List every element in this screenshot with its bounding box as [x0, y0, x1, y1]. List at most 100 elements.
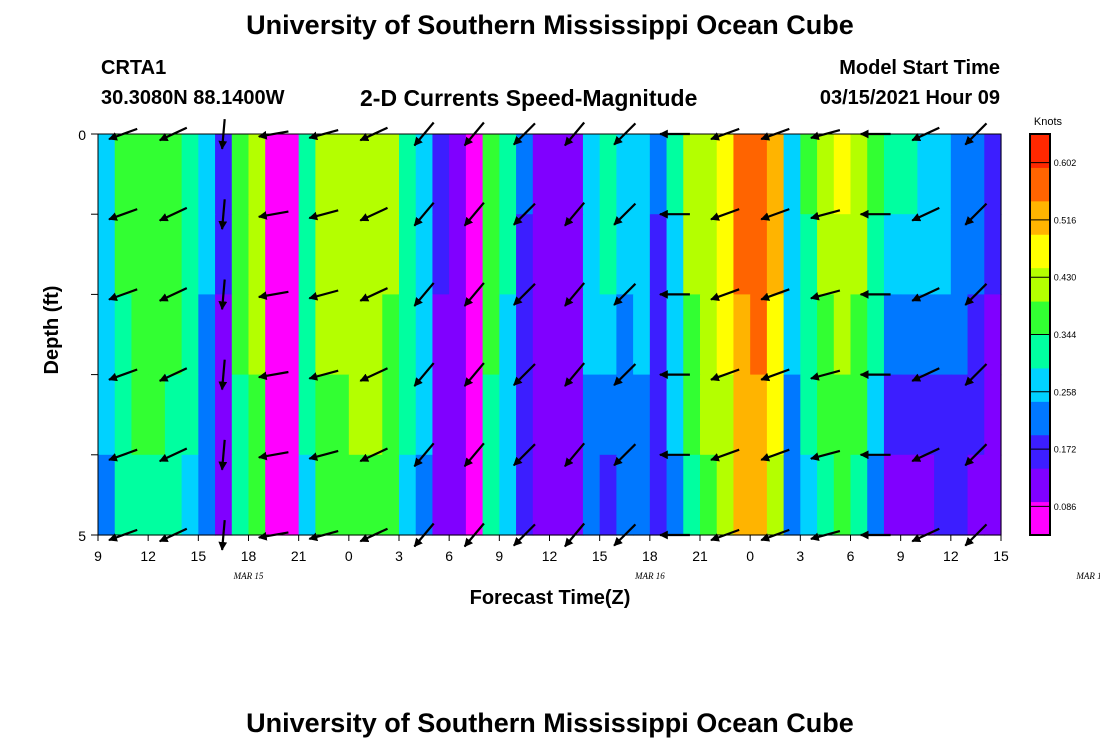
heatmap-cell [733, 214, 751, 295]
current-arrow [308, 289, 339, 301]
heatmap-cell [800, 374, 818, 456]
model-start-value: 03/15/2021 Hour 09 [819, 87, 1000, 109]
heatmap-cell [516, 134, 534, 215]
heatmap-cell [883, 374, 902, 456]
heatmap-cell [298, 214, 316, 295]
heatmap-cell [198, 294, 216, 376]
heatmap-cell [114, 214, 133, 295]
heatmap-cell [582, 454, 601, 536]
heatmap-cell [833, 214, 852, 295]
heatmap-cell [766, 214, 785, 295]
heatmap-cell [98, 374, 116, 456]
current-arrow [257, 370, 289, 381]
heatmap-cell [164, 214, 183, 295]
heatmap-cell [215, 214, 233, 295]
heatmap-cell [984, 214, 1002, 295]
heatmap-cell [281, 134, 300, 215]
current-arrow [308, 369, 339, 381]
heatmap-cell [582, 134, 601, 215]
current-arrow [613, 202, 637, 226]
heatmap-cell [633, 454, 651, 536]
current-arrow [564, 362, 586, 387]
heatmap-cell [432, 374, 450, 456]
heatmap-cell [114, 134, 133, 215]
model-start-label: Model Start Time [839, 57, 1000, 79]
heatmap-cell [315, 294, 333, 376]
x-axis-label: Forecast Time(Z) [470, 587, 631, 609]
heatmap-cell [365, 454, 383, 536]
heatmap-cell [449, 374, 467, 456]
heatmap-cell [181, 294, 199, 376]
current-arrow [964, 443, 988, 467]
current-arrow [413, 282, 435, 307]
heatmap-cell [281, 294, 300, 376]
current-arrow [413, 362, 435, 387]
heatmap-cell [482, 134, 500, 215]
x-axis: 9 12 15 18 21 0 3 6 9 12 15 18 21 0 3 6 9 12 15 MAR 15 MAR 1… [94, 535, 1100, 581]
heatmap-cell [382, 294, 400, 376]
heatmap-cell [850, 374, 868, 456]
heatmap-cell [181, 374, 199, 456]
heatmap-cell [733, 294, 751, 376]
heatmap-cell [850, 134, 868, 215]
heatmap-cell [332, 294, 350, 376]
heatmap-cell [549, 374, 567, 456]
heatmap-cell [950, 454, 969, 536]
heatmap-cell [198, 214, 216, 295]
heatmap-cell [399, 294, 417, 376]
current-arrow [760, 208, 790, 221]
current-arrow [513, 443, 536, 467]
heatmap-cell [716, 134, 735, 215]
heatmap-cell [131, 294, 149, 376]
heatmap-cell [582, 294, 601, 376]
heatmap-cell [599, 454, 617, 536]
current-arrow [158, 367, 188, 382]
heatmap-cell [716, 374, 735, 456]
heatmap-cell [649, 374, 668, 456]
colorbar-swatch [1030, 267, 1050, 302]
chart-title: 2-D Currents Speed-Magnitude [360, 85, 698, 111]
heatmap-cell [733, 454, 751, 536]
heatmap-cell [716, 454, 735, 536]
heatmap-cell [365, 374, 383, 456]
heatmap-cell [198, 134, 216, 215]
heatmap-cell [867, 134, 885, 215]
heatmap-cell [215, 374, 233, 456]
x-tick-label: 21 [692, 548, 708, 564]
x-tick-label: 12 [943, 548, 959, 564]
heatmap-cell [683, 374, 701, 456]
heatmap-cell [215, 294, 233, 376]
page-title: University of Southern Mississippi Ocean… [246, 10, 854, 40]
heatmap-cell [900, 214, 918, 295]
colorbar-tick-label: 0.086 [1054, 502, 1077, 512]
heatmap-cell [984, 374, 1002, 456]
heatmap-cell [348, 294, 367, 376]
heatmap-cell [934, 374, 952, 456]
heatmap-cell [164, 454, 183, 536]
heatmap-cell [566, 214, 584, 295]
colorbar-swatch [1030, 468, 1050, 503]
y-axis: 05 [78, 127, 98, 544]
heatmap-cell [950, 374, 969, 456]
heatmap-cell [850, 454, 868, 536]
heatmap-cell [750, 374, 768, 456]
station-id: CRTA1 [101, 57, 167, 79]
heatmap-cell [415, 454, 434, 536]
heatmap-cell [449, 454, 467, 536]
heatmap-cell [231, 454, 250, 536]
heatmap-cell [616, 454, 634, 536]
current-arrow [218, 359, 228, 391]
current-arrow [257, 290, 289, 300]
heatmap-cell [449, 214, 467, 295]
heatmap-cell [432, 294, 450, 376]
heatmap-cell [499, 374, 517, 456]
heatmap-cell [114, 454, 133, 536]
heatmap-cell [666, 294, 684, 376]
heatmap-cell [599, 214, 617, 295]
heatmap-cell [683, 214, 701, 295]
x-tick-label: 0 [746, 548, 754, 564]
heatmap-cell [817, 294, 835, 376]
heatmap-cell [532, 134, 551, 215]
x-tick-label: 9 [94, 548, 102, 564]
heatmap-cell [432, 454, 450, 536]
